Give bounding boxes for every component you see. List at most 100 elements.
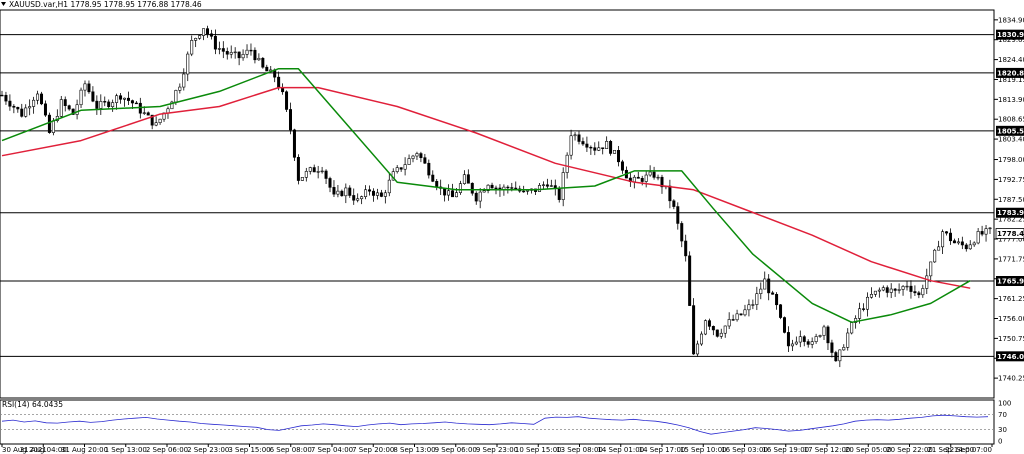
candles — [0, 25, 992, 368]
candle-body — [285, 91, 289, 110]
candle-body — [79, 89, 83, 106]
candle-body — [340, 190, 344, 197]
candle-body — [763, 278, 767, 290]
candle-body — [0, 94, 4, 97]
candle-body — [142, 112, 146, 114]
candle-body — [933, 249, 937, 263]
price-tick-label: 1813.90 — [998, 96, 1024, 104]
price-tick-label: 1798.00 — [998, 156, 1024, 164]
price-tick-label: 1782.25 — [998, 216, 1024, 224]
candle-body — [917, 292, 921, 296]
dropdown-arrow-icon[interactable] — [1, 2, 6, 6]
candle-body — [929, 261, 933, 277]
candle-body — [427, 162, 431, 176]
candle-body — [786, 332, 790, 347]
price-tick-label: 1792.75 — [998, 176, 1024, 184]
symbol-header: XAUUSD.var,H1 1778.95 1778.95 1776.88 17… — [9, 0, 202, 9]
candle-body — [407, 158, 411, 165]
price-tick-label: 1834.90 — [998, 16, 1024, 24]
candle-body — [620, 161, 624, 171]
candle-body — [423, 157, 427, 164]
candle-body — [336, 190, 340, 195]
candle-body — [522, 190, 526, 193]
candle-body — [779, 304, 783, 318]
candle-body — [514, 187, 518, 190]
current-price-tag — [995, 228, 1024, 239]
time-tick-label: 16 Sep 19:00 — [762, 446, 809, 454]
candle-body — [865, 296, 869, 310]
candle-body — [941, 231, 945, 248]
candle-body — [146, 112, 150, 116]
candle-body — [885, 287, 889, 293]
candle-body — [771, 292, 775, 295]
candle-body — [43, 103, 47, 116]
candle-body — [111, 102, 115, 108]
candle-body — [846, 332, 850, 348]
candle-body — [526, 190, 530, 192]
time-tick-label: 7 Sep 04:00 — [311, 446, 353, 454]
price-tick-label: 1761.25 — [998, 295, 1024, 303]
time-tick-label: 10 Sep 15:00 — [515, 446, 562, 454]
candle-body — [194, 37, 198, 41]
price-tick-label: 1750.75 — [998, 335, 1024, 343]
candle-body — [652, 171, 656, 178]
candle-body — [743, 309, 747, 316]
candle-body — [411, 155, 415, 159]
candle-body — [28, 106, 32, 109]
candle-body — [862, 308, 866, 310]
candle-body — [265, 66, 269, 72]
candle-body — [225, 51, 229, 55]
candle-body — [644, 174, 648, 182]
candle-body — [415, 153, 419, 157]
candle-body — [296, 156, 300, 181]
candle-body — [51, 120, 55, 133]
candle-body — [913, 291, 917, 294]
candle-body — [937, 246, 941, 251]
candle-body — [980, 231, 984, 235]
price-tick-label: 1771.75 — [998, 255, 1024, 263]
candle-body — [858, 308, 862, 319]
time-tick-label: 2 Sep 23:00 — [187, 446, 229, 454]
candle-body — [810, 341, 814, 345]
candle-body — [150, 114, 154, 126]
candle-body — [47, 114, 51, 133]
candle-body — [640, 178, 644, 182]
candle-body — [684, 240, 688, 257]
level-tag — [996, 275, 1024, 286]
price-tick-label: 1808.65 — [998, 116, 1024, 124]
candle-body — [921, 288, 925, 296]
price-tick-label: 1756.00 — [998, 315, 1024, 323]
candle-body — [609, 141, 613, 154]
candle-body — [557, 188, 561, 200]
candle-body — [99, 101, 103, 109]
candle-body — [431, 174, 435, 182]
candle-body — [854, 318, 858, 323]
candle-body — [956, 241, 960, 244]
candle-body — [312, 167, 316, 173]
candle-body — [281, 87, 285, 93]
level-tag-label: 1765.91 — [997, 277, 1024, 285]
time-tick-label: 15 Sep 10:00 — [680, 446, 727, 454]
candle-body — [364, 189, 368, 197]
candle-body — [130, 100, 134, 104]
candle-body — [842, 347, 846, 351]
candle-body — [170, 101, 174, 110]
candle-body — [478, 191, 482, 202]
candle-body — [490, 184, 494, 189]
candle-body — [834, 352, 838, 362]
candle-body — [549, 185, 553, 187]
candle-body — [747, 304, 751, 311]
candle-body — [510, 187, 514, 189]
candle-body — [356, 198, 360, 201]
candle-body — [794, 341, 798, 345]
candle-body — [182, 73, 186, 88]
candle-body — [968, 244, 972, 250]
level-tag-label: 1746.01 — [997, 353, 1024, 361]
candle-body — [209, 33, 213, 37]
candle-body — [838, 349, 842, 362]
candle-body — [945, 231, 949, 234]
candle-body — [379, 192, 383, 197]
ma-slow-line — [1, 86, 971, 289]
rsi-tick-label: 30 — [998, 426, 1007, 434]
price-tags: 1830.98 1820.88 1805.58 1783.94 1765.91 1746.… — [995, 29, 1024, 362]
